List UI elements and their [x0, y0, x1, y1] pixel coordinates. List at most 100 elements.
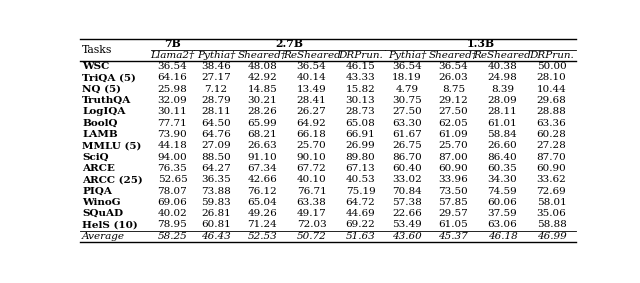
Text: 60.28: 60.28: [536, 130, 566, 139]
Text: 89.80: 89.80: [346, 153, 376, 162]
Text: 69.06: 69.06: [157, 198, 188, 207]
Text: 65.08: 65.08: [346, 119, 376, 128]
Text: 44.18: 44.18: [157, 141, 188, 150]
Text: 78.95: 78.95: [157, 220, 188, 230]
Text: 30.75: 30.75: [392, 96, 422, 105]
Text: 26.63: 26.63: [248, 141, 277, 150]
Text: 30.13: 30.13: [346, 96, 376, 105]
Text: 26.99: 26.99: [346, 141, 376, 150]
Text: 60.81: 60.81: [201, 220, 231, 230]
Text: 28.26: 28.26: [248, 107, 277, 116]
Text: 64.76: 64.76: [201, 130, 231, 139]
Text: 25.98: 25.98: [157, 85, 188, 94]
Text: 26.60: 26.60: [488, 141, 517, 150]
Text: 28.10: 28.10: [536, 73, 566, 82]
Text: 60.90: 60.90: [536, 164, 566, 173]
Text: 75.19: 75.19: [346, 186, 376, 196]
Text: 63.36: 63.36: [536, 119, 566, 128]
Text: 57.38: 57.38: [392, 198, 422, 207]
Text: Llama2†: Llama2†: [150, 51, 195, 60]
Text: 53.49: 53.49: [392, 220, 422, 230]
Text: 57.85: 57.85: [438, 198, 468, 207]
Text: 77.71: 77.71: [157, 119, 188, 128]
Text: 48.08: 48.08: [248, 62, 277, 71]
Text: 25.70: 25.70: [438, 141, 468, 150]
Text: 94.00: 94.00: [157, 153, 188, 162]
Text: 1.3B: 1.3B: [467, 38, 495, 50]
Text: Average: Average: [82, 232, 125, 241]
Text: 63.06: 63.06: [488, 220, 517, 230]
Text: 46.99: 46.99: [536, 232, 566, 241]
Text: LogIQA: LogIQA: [82, 107, 125, 116]
Text: 58.01: 58.01: [536, 198, 566, 207]
Text: TriQA (5): TriQA (5): [82, 73, 136, 82]
Text: 8.39: 8.39: [491, 85, 514, 94]
Text: 60.40: 60.40: [392, 164, 422, 173]
Text: 74.59: 74.59: [488, 186, 517, 196]
Text: TruthQA: TruthQA: [82, 96, 131, 105]
Text: 29.68: 29.68: [536, 96, 566, 105]
Text: 58.88: 58.88: [536, 220, 566, 230]
Text: Pythia†: Pythia†: [388, 51, 426, 60]
Text: ARCC (25): ARCC (25): [82, 175, 143, 184]
Text: 14.85: 14.85: [248, 85, 277, 94]
Text: 30.21: 30.21: [248, 96, 277, 105]
Text: 50.72: 50.72: [297, 232, 326, 241]
Text: ARCE: ARCE: [82, 164, 115, 173]
Text: 28.11: 28.11: [488, 107, 517, 116]
Text: 88.50: 88.50: [201, 153, 231, 162]
Text: 76.71: 76.71: [297, 186, 326, 196]
Text: 33.96: 33.96: [438, 175, 468, 184]
Text: 7B: 7B: [164, 38, 181, 50]
Text: 50.00: 50.00: [536, 62, 566, 71]
Text: WSC: WSC: [82, 62, 109, 71]
Text: 64.16: 64.16: [157, 73, 188, 82]
Text: 28.11: 28.11: [201, 107, 231, 116]
Text: Tasks: Tasks: [82, 45, 113, 55]
Text: 13.49: 13.49: [297, 85, 326, 94]
Text: 67.72: 67.72: [297, 164, 326, 173]
Text: 26.81: 26.81: [201, 209, 231, 218]
Text: 58.84: 58.84: [488, 130, 517, 139]
Text: 43.33: 43.33: [346, 73, 376, 82]
Text: 27.09: 27.09: [201, 141, 231, 150]
Text: 59.83: 59.83: [201, 198, 231, 207]
Text: 2.7B: 2.7B: [276, 38, 304, 50]
Text: 33.62: 33.62: [536, 175, 566, 184]
Text: 40.38: 40.38: [488, 62, 517, 71]
Text: 73.90: 73.90: [157, 130, 188, 139]
Text: 64.92: 64.92: [297, 119, 326, 128]
Text: HelS (10): HelS (10): [82, 220, 138, 230]
Text: 30.11: 30.11: [157, 107, 188, 116]
Text: 76.12: 76.12: [248, 186, 277, 196]
Text: 86.70: 86.70: [392, 153, 422, 162]
Text: 28.88: 28.88: [536, 107, 566, 116]
Text: 36.54: 36.54: [297, 62, 326, 71]
Text: 40.02: 40.02: [157, 209, 188, 218]
Text: 26.03: 26.03: [438, 73, 468, 82]
Text: 24.98: 24.98: [488, 73, 517, 82]
Text: 64.50: 64.50: [201, 119, 231, 128]
Text: BoolQ: BoolQ: [82, 119, 118, 128]
Text: 28.73: 28.73: [346, 107, 376, 116]
Text: SQuAD: SQuAD: [82, 209, 123, 218]
Text: 27.50: 27.50: [438, 107, 468, 116]
Text: 61.67: 61.67: [392, 130, 422, 139]
Text: 64.72: 64.72: [346, 198, 376, 207]
Text: 73.88: 73.88: [201, 186, 231, 196]
Text: 8.75: 8.75: [442, 85, 465, 94]
Text: WinoG: WinoG: [82, 198, 120, 207]
Text: 73.50: 73.50: [438, 186, 468, 196]
Text: 61.01: 61.01: [488, 119, 517, 128]
Text: 64.27: 64.27: [201, 164, 231, 173]
Text: 61.05: 61.05: [438, 220, 468, 230]
Text: 15.82: 15.82: [346, 85, 376, 94]
Text: 52.65: 52.65: [157, 175, 188, 184]
Text: PIQA: PIQA: [82, 186, 112, 196]
Text: 66.18: 66.18: [297, 130, 326, 139]
Text: DRPrun.: DRPrun.: [338, 51, 383, 60]
Text: 70.84: 70.84: [392, 186, 422, 196]
Text: 78.07: 78.07: [157, 186, 188, 196]
Text: 60.35: 60.35: [488, 164, 517, 173]
Text: Sheared†: Sheared†: [429, 51, 478, 60]
